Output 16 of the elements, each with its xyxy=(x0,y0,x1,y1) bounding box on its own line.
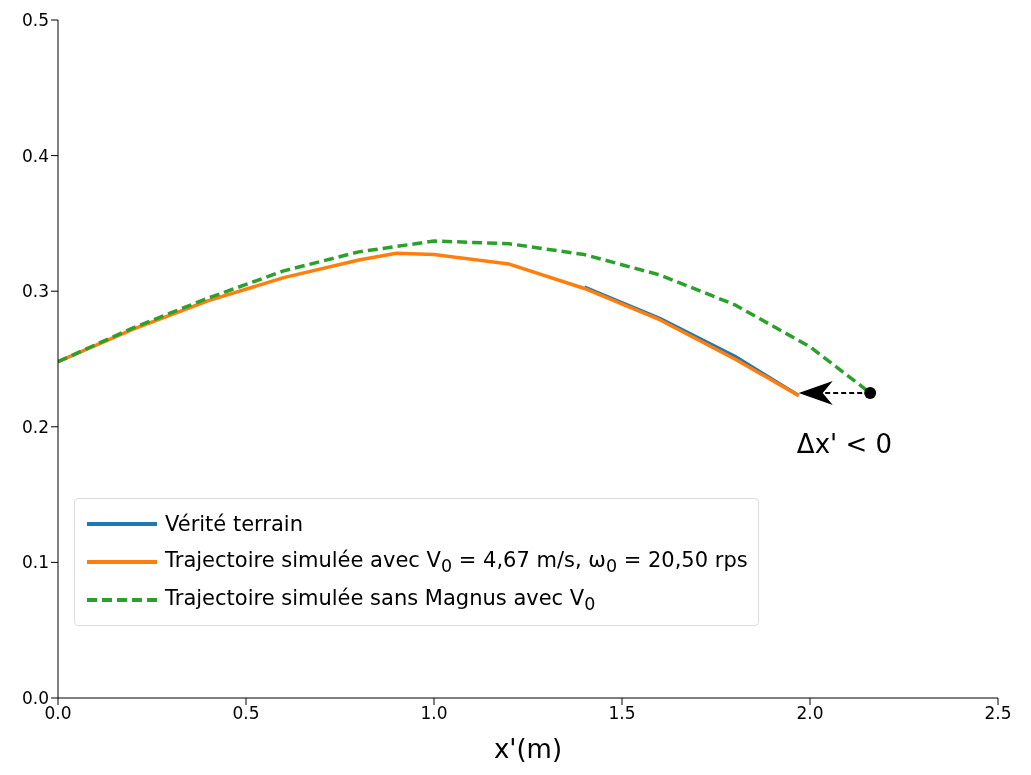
y-tick-label: 0.4 xyxy=(21,145,49,166)
legend-label: Trajectoire simulée avec V$_{0}$ = 4,67 m/s, ω$_{0}$ = 20,50 rps xyxy=(165,547,748,577)
x-tick-label: 2.5 xyxy=(984,703,1012,724)
y-tick-label: 0.1 xyxy=(21,552,49,573)
x-tick-label: 1.5 xyxy=(608,703,636,724)
y-tick-label: 0.3 xyxy=(21,281,49,302)
x-tick-label: 0.5 xyxy=(232,703,260,724)
x-tick-label: 1.0 xyxy=(420,703,448,724)
legend-label: Trajectoire simulée sans Magnus avec V$_{0}$ xyxy=(165,585,596,615)
y-tick-label: 0.2 xyxy=(21,416,49,437)
x-axis-title: x'(m) xyxy=(493,734,563,764)
y-tick-label: 0.5 xyxy=(21,10,49,31)
x-tick-label: 0.0 xyxy=(44,703,72,724)
legend-label: Vérité terrain xyxy=(165,512,304,536)
annotation: Δx' < 0 xyxy=(796,428,893,459)
x-tick-label: 2.0 xyxy=(796,703,824,724)
